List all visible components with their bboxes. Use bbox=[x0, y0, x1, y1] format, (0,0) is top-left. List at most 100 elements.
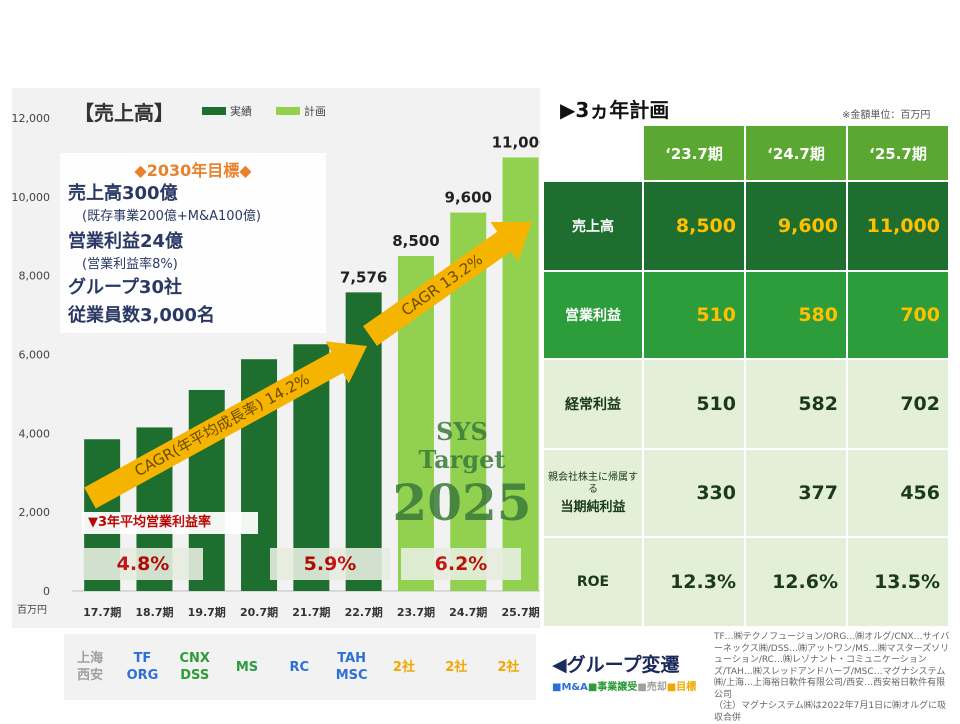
y-tick-label: 0 bbox=[43, 585, 50, 598]
x-tick-label: 24.7期 bbox=[449, 605, 487, 619]
plan-cell: 700 bbox=[846, 270, 950, 360]
plan-cell: 11,000 bbox=[846, 180, 950, 272]
plan-period-23: ‘23.7期 bbox=[642, 124, 746, 182]
group-cell-line: MS bbox=[235, 659, 259, 675]
data-label: 9,600 bbox=[445, 189, 492, 207]
plan-cell: 12.3% bbox=[642, 536, 746, 628]
plan-row-net-income: 親会社株主に帰属する 当期純利益 330 377 456 bbox=[542, 448, 950, 538]
plan-corner-cell bbox=[542, 124, 644, 182]
plan-row-operating-profit: 営業利益 510 580 700 bbox=[542, 270, 950, 360]
y-tick-label: 4,000 bbox=[19, 427, 51, 440]
goal-title: ◆2030年目標◆ bbox=[134, 161, 252, 180]
plan-row-label-net-income: 親会社株主に帰属する 当期純利益 bbox=[542, 448, 644, 538]
group-cell: TF ORG bbox=[116, 634, 168, 700]
group-cell-line: 2社 bbox=[392, 659, 415, 675]
group-history-row: 上海 西安 TF ORG CNX DSS MS RC TAH MSC 2社 2社 2社 bbox=[64, 634, 536, 700]
plan-row-ordinary-profit: 経常利益 510 582 702 bbox=[542, 358, 950, 450]
group-cell-line: 2社 bbox=[497, 659, 520, 675]
group-cell: CNX DSS bbox=[169, 634, 221, 700]
target-logo-line2: 2025 bbox=[392, 473, 532, 532]
plan-row-label: 営業利益 bbox=[542, 270, 644, 360]
group-cell: 2社 bbox=[482, 634, 534, 700]
x-tick-label: 22.7期 bbox=[345, 605, 383, 619]
plan-row-roe: ROE 12.3% 12.6% 13.5% bbox=[542, 536, 950, 628]
legend-ma: ■M&A bbox=[552, 682, 588, 693]
legend-actual-swatch bbox=[202, 107, 226, 115]
plan-cell: 12.6% bbox=[744, 536, 848, 628]
plan-title: ▶3ヵ年計画 bbox=[560, 98, 670, 122]
x-tick-label: 19.7期 bbox=[188, 605, 226, 619]
plan-row-label-small: 親会社株主に帰属する bbox=[548, 471, 638, 495]
data-label: 11,000 bbox=[492, 133, 540, 151]
plan-header-row: ‘23.7期 ‘24.7期 ‘25.7期 bbox=[542, 124, 950, 182]
plan-cell: 580 bbox=[744, 270, 848, 360]
cagr-arrow-plan bbox=[363, 221, 532, 346]
group-cell-line: MSC bbox=[335, 668, 368, 683]
plan-cell: 13.5% bbox=[846, 536, 950, 628]
x-tick-label: 20.7期 bbox=[240, 605, 278, 619]
plan-period-25: ‘25.7期 bbox=[846, 124, 950, 182]
plan-row-label: 当期純利益 bbox=[560, 499, 626, 515]
margin-value-3: 6.2% bbox=[401, 548, 521, 580]
margin-value-2: 5.9% bbox=[270, 548, 390, 580]
data-label: 7,576 bbox=[340, 268, 387, 286]
y-tick-label: 6,000 bbox=[19, 349, 51, 362]
group-cell: 2社 bbox=[430, 634, 482, 700]
group-cell: TAH MSC bbox=[326, 634, 378, 700]
x-tick-label: 23.7期 bbox=[397, 605, 435, 619]
legend-sale: ■売却 bbox=[637, 682, 667, 693]
sales-chart-panel: 0 2,000 4,000 6,000 8,000 10,000 12,000 百万円 17.7… bbox=[12, 88, 540, 628]
sys-target-logo: SYS Target 2025 bbox=[392, 417, 532, 532]
group-cell-line: TAH bbox=[337, 651, 367, 666]
group-notes-abbrev: TF…㈱テクノフュージョン/ORG…㈱オルグ/CNX…サイバーネックス㈱/DSS… bbox=[714, 632, 950, 700]
y-tick-label: 8,000 bbox=[19, 270, 51, 283]
plan-cell: 377 bbox=[744, 448, 848, 538]
margin-label: ▼3年平均営業利益率 bbox=[82, 512, 258, 534]
group-change-legend: ■M&A■事業譲受■売却■目標 bbox=[552, 678, 696, 693]
group-cell: MS bbox=[221, 634, 273, 700]
plan-row-label: 経常利益 bbox=[542, 358, 644, 450]
goal-profit-detail: (営業利益率8%) bbox=[82, 257, 178, 272]
x-tick-label: 17.7期 bbox=[83, 605, 121, 619]
x-tick-label: 21.7期 bbox=[292, 605, 330, 619]
group-cell-line: CNX bbox=[179, 651, 210, 666]
y-tick-label: 12,000 bbox=[12, 112, 50, 125]
y-tick-label: 10,000 bbox=[12, 191, 50, 204]
goal-sales: 売上高300億 bbox=[68, 183, 178, 204]
plan-cell: 582 bbox=[744, 358, 848, 450]
y-unit-label: 百万円 bbox=[17, 604, 47, 616]
group-cell-line: DSS bbox=[180, 668, 210, 683]
x-tick-label: 18.7期 bbox=[135, 605, 173, 619]
group-cell-line: ORG bbox=[126, 668, 159, 683]
legend-transfer: ■事業譲受 bbox=[587, 682, 638, 693]
target-logo-line1: SYS Target bbox=[418, 417, 506, 474]
x-tick-label: 25.7期 bbox=[501, 605, 539, 619]
chart-title: 【売上高】 bbox=[74, 101, 174, 125]
group-cell-line: 2社 bbox=[445, 659, 468, 675]
plan-cell: 9,600 bbox=[744, 180, 848, 272]
group-notes: TF…㈱テクノフュージョン/ORG…㈱オルグ/CNX…サイバーネックス㈱/DSS… bbox=[714, 632, 954, 724]
group-cell-line: RC bbox=[289, 659, 310, 675]
group-cell-line: 西安 bbox=[77, 668, 104, 683]
plan-cell: 330 bbox=[642, 448, 746, 538]
group-change-title: ◀グループ変遷 bbox=[552, 654, 680, 676]
plan-cell: 8,500 bbox=[642, 180, 746, 272]
plan-cell: 510 bbox=[642, 270, 746, 360]
goal-profit: 営業利益24億 bbox=[68, 231, 184, 252]
group-cell: RC bbox=[273, 634, 325, 700]
group-notes-merger: （注）マグナシステム㈱は2022年7月1日に㈱オルグに吸収合併 bbox=[714, 701, 947, 723]
margin-value-1: 4.8% bbox=[83, 548, 203, 580]
y-tick-label: 2,000 bbox=[19, 506, 51, 519]
plan-row-label: 売上高 bbox=[542, 180, 644, 272]
legend-plan-swatch bbox=[276, 107, 300, 115]
group-cell: 上海 西安 bbox=[64, 634, 116, 700]
goal-sales-detail: (既存事業200億+M&A100億) bbox=[82, 209, 261, 224]
group-cell: 2社 bbox=[378, 634, 430, 700]
group-cell-line: TF bbox=[133, 651, 152, 666]
plan-cell: 456 bbox=[846, 448, 950, 538]
plan-row-label: ROE bbox=[542, 536, 644, 628]
plan-period-24: ‘24.7期 bbox=[744, 124, 848, 182]
data-label: 8,500 bbox=[392, 232, 439, 250]
legend-plan-label: 計画 bbox=[304, 105, 326, 118]
three-year-plan-table: ‘23.7期 ‘24.7期 ‘25.7期 売上高 8,500 9,600 11,… bbox=[542, 124, 950, 628]
